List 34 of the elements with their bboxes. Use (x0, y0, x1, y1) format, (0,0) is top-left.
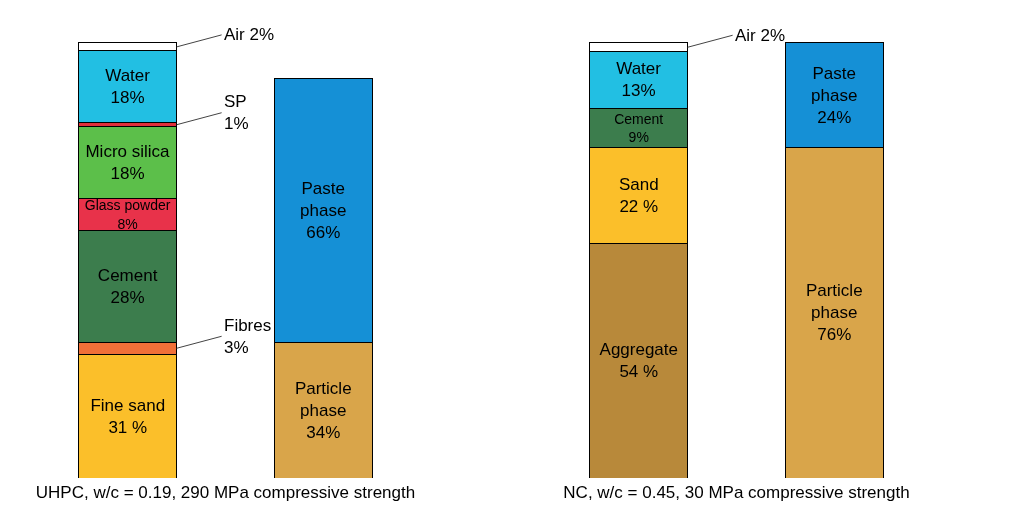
text: SP (224, 92, 247, 111)
data-label: 9% (628, 128, 649, 145)
series-label: Aggregate (599, 339, 678, 359)
series-label: Particle phase (294, 378, 352, 420)
series-label: Water (105, 66, 151, 86)
data-label: 8% (117, 215, 138, 232)
data-label: 28% (110, 287, 145, 307)
x-axis-title: UHPC, w/c = 0.19, 290 MPa compressive strength (35, 483, 416, 503)
series-label: Cement (614, 110, 664, 127)
series-label: Sand (618, 174, 659, 194)
series-label: Glass powder (84, 197, 171, 214)
data-label: 18% (110, 164, 145, 184)
x-axis-title: NC, w/c = 0.45, 30 MPa compressive strength (563, 483, 910, 503)
data-label: 3% (224, 338, 249, 358)
data-label: 54 % (619, 362, 659, 382)
data-label: 18% (110, 88, 145, 108)
data-label: 22 % (619, 196, 659, 216)
series-label: Cement (97, 265, 158, 285)
series-label: Paste phase (811, 63, 858, 105)
text: Fibres (224, 316, 272, 335)
data-label: 66% (306, 223, 341, 243)
data-label: 31 % (108, 417, 148, 437)
data-label: 34% (306, 422, 341, 442)
series-label: Paste phase (300, 178, 347, 221)
data-label: 1% (224, 114, 249, 134)
series-label: Particle phase (805, 281, 863, 323)
text: Air 2% (224, 25, 275, 44)
series-label: Fine sand (90, 395, 166, 415)
data-label: 13% (621, 81, 656, 101)
series-label: Water (616, 59, 662, 79)
text: Air 2% (735, 26, 786, 45)
data-label: 24% (817, 107, 852, 127)
data-label: 76% (817, 325, 852, 345)
series-label: Micro silica (85, 142, 171, 162)
